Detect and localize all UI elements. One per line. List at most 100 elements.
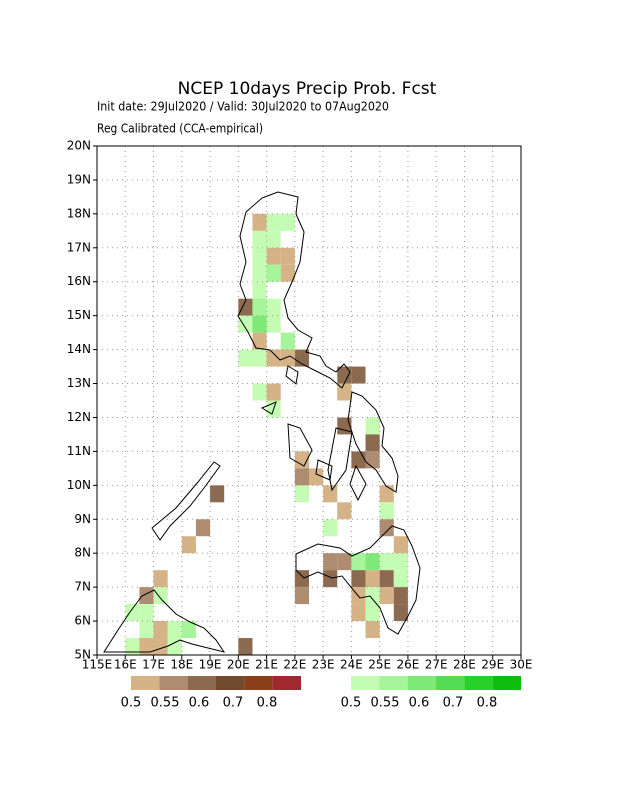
x-tick-label: 115E (82, 658, 113, 672)
prob-cell (252, 247, 267, 265)
prob-cell (195, 519, 211, 537)
coastlines (103, 191, 421, 653)
legend-label: 0.6 (409, 696, 430, 711)
prob-cell (266, 383, 281, 401)
x-tick-label: 30E (510, 658, 533, 672)
prob-cell (294, 468, 309, 486)
prob-cell (323, 519, 338, 537)
prob-cell (181, 621, 196, 639)
prob-cell (181, 536, 196, 554)
coastline (151, 461, 221, 541)
y-tick-label: 14N (67, 342, 91, 356)
y-tick-label: 5N (74, 648, 91, 662)
x-tick-label: 20E (227, 658, 250, 672)
prob-cell (365, 570, 380, 588)
y-tick-label: 6N (74, 614, 91, 628)
x-tick-label: 25E (368, 658, 391, 672)
prob-cell (337, 417, 352, 435)
map-frame (96, 145, 522, 656)
map-subtitle: Init date: 29Jul2020 / Valid: 30Jul2020 … (97, 100, 389, 114)
coastline (260, 365, 299, 415)
legend-label: 0.55 (151, 696, 180, 711)
prob-cell (238, 349, 253, 367)
map-note: Reg Calibrated (CCA-empirical) (97, 122, 263, 136)
prob-cell (294, 570, 309, 588)
x-tick-label: 18E (170, 658, 193, 672)
y-tick-label: 20N (67, 139, 91, 153)
prob-cell (379, 587, 394, 605)
legend-label: 0.5 (121, 696, 142, 711)
prob-cell (266, 247, 281, 265)
prob-cell (365, 604, 380, 622)
legend-swatch (216, 676, 245, 690)
prob-cell (351, 553, 366, 571)
prob-cell (351, 451, 366, 469)
prob-cell (337, 502, 352, 520)
y-tick-label: 13N (67, 376, 91, 390)
prob-cell (393, 587, 408, 605)
legend-label: 0.7 (443, 696, 464, 711)
prob-cell (323, 553, 338, 571)
prob-cell (252, 230, 267, 248)
prob-cell (294, 349, 309, 367)
legend-label: 0.6 (189, 696, 210, 711)
cell-layer (125, 213, 408, 655)
prob-cell (351, 366, 366, 384)
prob-cell (379, 502, 394, 520)
x-tick-label: 16E (114, 658, 137, 672)
prob-cell (280, 247, 295, 265)
y-tick-label: 10N (67, 478, 91, 492)
x-tick-label: 27E (425, 658, 448, 672)
y-tick-label: 16N (67, 274, 91, 288)
prob-cell (153, 570, 168, 588)
prob-cell (139, 638, 154, 655)
prob-cell (238, 315, 253, 333)
coastline (295, 525, 421, 635)
legend-label: 0.7 (223, 696, 244, 711)
prob-cell (393, 570, 408, 588)
prob-cell (266, 298, 281, 316)
legend-swatch (187, 676, 216, 690)
coastline (287, 423, 367, 502)
prob-cell (252, 383, 267, 401)
prob-cell (266, 349, 281, 367)
prob-cell (280, 332, 295, 350)
legend-swatch (436, 676, 465, 690)
prob-cell (280, 349, 295, 367)
prob-cell (238, 638, 253, 655)
y-tick-label: 15N (67, 308, 91, 322)
prob-cell (252, 332, 267, 350)
legend-swatch (464, 676, 493, 690)
legend-label: 0.8 (257, 696, 278, 711)
prob-cell (393, 553, 408, 571)
legend-swatch (492, 676, 521, 690)
prob-cell (266, 213, 281, 231)
legend-swatch (379, 676, 408, 690)
prob-cell (379, 553, 394, 571)
coastline (103, 589, 226, 653)
legend-swatch (351, 676, 380, 690)
prob-cell (365, 587, 380, 605)
prob-cell (294, 485, 309, 503)
prob-cell (309, 468, 324, 486)
legend: 0.5 0.55 0.6 0.7 0.8 0.5 0.55 0.6 0.7 0.8 (121, 676, 521, 711)
prob-cell (139, 587, 154, 605)
x-tick-label: 28E (453, 658, 476, 672)
y-tick-label: 17N (67, 240, 91, 254)
y-tick-label: 19N (67, 172, 91, 186)
prob-cell (252, 298, 267, 316)
prob-cell (337, 553, 352, 571)
x-tick-label: 24E (340, 658, 363, 672)
prob-cell (252, 264, 267, 282)
prob-cell (379, 519, 394, 537)
prob-cell (365, 553, 380, 571)
prob-cell (167, 638, 182, 655)
prob-cell (280, 213, 295, 231)
prob-cell (393, 536, 408, 554)
prob-cell (365, 451, 380, 469)
legend-label: 0.55 (371, 696, 400, 711)
coastline (237, 191, 351, 389)
legend-swatch (407, 676, 436, 690)
prob-cell (266, 230, 281, 248)
